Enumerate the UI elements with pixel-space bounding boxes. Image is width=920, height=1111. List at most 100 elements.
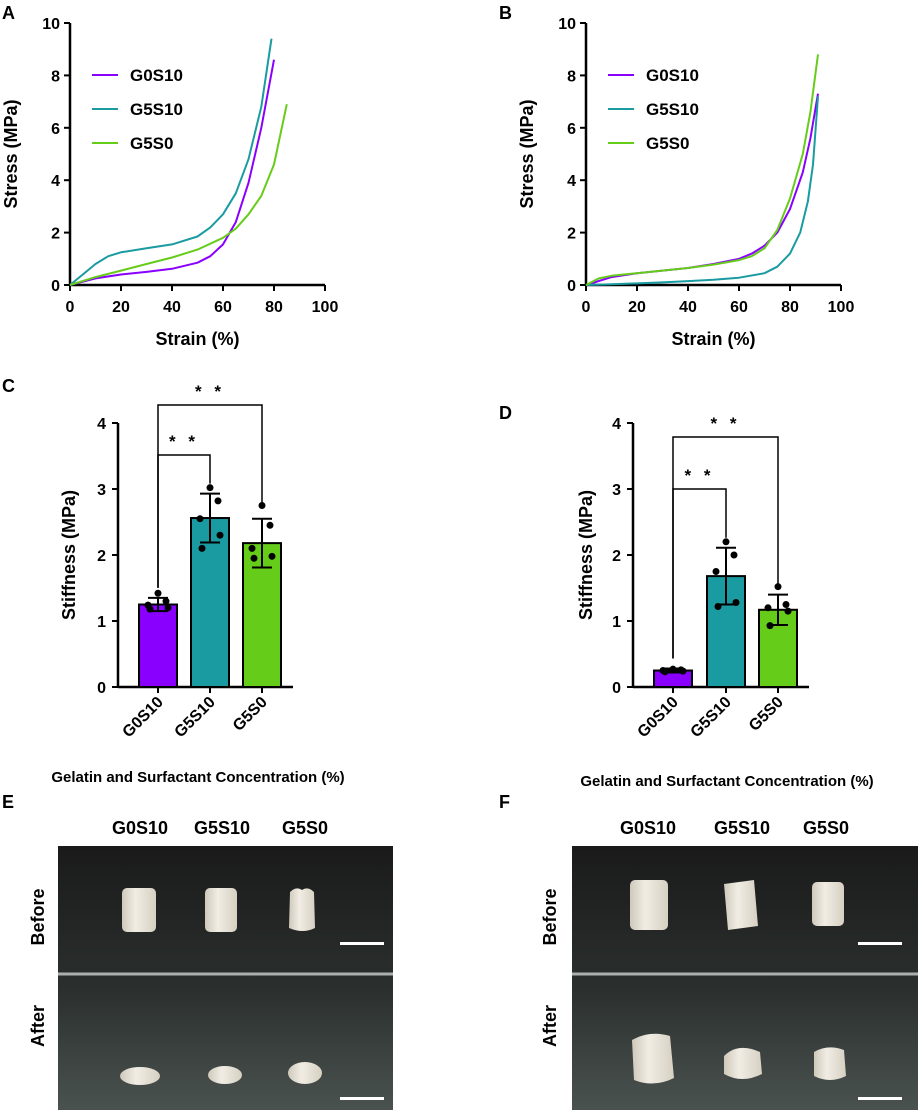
panel-label-f: F <box>499 792 510 812</box>
data-point-g5s10 <box>196 515 204 523</box>
y-tick-label: 0 <box>97 680 106 697</box>
y-tick-label: 3 <box>97 482 106 499</box>
legend-label-g0s10: G0S10 <box>130 66 183 85</box>
x-tick-label: G0S10 <box>635 694 682 741</box>
data-point-g5s0 <box>248 544 256 552</box>
scale-bar-e-before <box>340 942 384 945</box>
data-point-g5s0 <box>784 607 792 615</box>
y-tick-label: 10 <box>42 16 60 33</box>
data-point-g0s10 <box>661 668 669 676</box>
x-tick-label: 60 <box>730 299 748 316</box>
photo-e-col-g5s10: G5S10 <box>194 818 250 838</box>
panel-label-e: E <box>2 792 14 812</box>
y-tick-label: 8 <box>567 68 576 85</box>
photo-panel-f: G0S10 G5S10 G5S0 Before After <box>540 818 918 1110</box>
photo-f-row-after: After <box>540 1005 560 1047</box>
data-point-g0s10 <box>679 667 687 675</box>
data-point-g5s0 <box>782 601 790 608</box>
y-tick-label: 2 <box>51 226 60 243</box>
series-line-g5s0 <box>69 103 288 286</box>
y-tick-label: 2 <box>567 226 576 243</box>
data-point-g0s10 <box>669 665 677 673</box>
significance-bracket <box>672 436 779 659</box>
data-point-g5s10 <box>712 568 720 575</box>
x-tick-label: 0 <box>66 299 75 316</box>
y-tick-label: 1 <box>612 614 621 631</box>
sample-before-g0s10 <box>630 880 668 930</box>
data-point-g5s10 <box>198 544 206 552</box>
significance-label: * * <box>195 382 225 401</box>
panel-label-c: C <box>2 376 15 396</box>
sample-before-g5s0 <box>289 888 315 931</box>
legend-label-g5s10: G5S10 <box>130 100 183 119</box>
photo-panel-e: G0S10 G5S10 G5S0 Before After <box>28 818 393 1110</box>
x-tick-label: 40 <box>679 299 697 316</box>
legend-label-g5s0: G5S0 <box>646 134 689 153</box>
sample-after-g5s0 <box>814 1047 846 1080</box>
bar-g5s10 <box>190 517 230 688</box>
bar-g0s10 <box>138 603 178 688</box>
y-axis-label: Stress (MPa) <box>517 99 537 208</box>
y-axis-label: Stiffness (MPa) <box>576 490 596 620</box>
y-tick-label: 4 <box>567 173 576 190</box>
data-point-g5s0 <box>268 552 276 560</box>
chart-a-stress-strain: 0 20 40 60 80 100 0 2 4 6 8 10 Strain (%) Stress (MPa… <box>1 16 338 349</box>
x-axis-label: Strain (%) <box>155 329 239 349</box>
x-tick-label: G5S10 <box>172 694 219 741</box>
series-line-g0s10 <box>585 93 819 286</box>
data-point-g5s0 <box>266 521 274 529</box>
significance-label: * * <box>685 466 715 485</box>
y-axis-label: Stress (MPa) <box>1 99 21 208</box>
data-point-g5s10 <box>730 551 738 559</box>
legend-label-g0s10: G0S10 <box>646 66 699 85</box>
sample-after-g5s10 <box>724 1047 762 1079</box>
x-tick-label: G0S10 <box>120 694 167 741</box>
data-point-g5s10 <box>732 599 740 607</box>
significance-label: * * <box>169 432 199 451</box>
x-tick-label: 20 <box>628 299 646 316</box>
y-axis-label: Stiffness (MPa) <box>59 490 79 620</box>
x-tick-label: 80 <box>265 299 283 316</box>
x-tick-label: 0 <box>582 299 591 316</box>
significance-label: * * <box>711 414 741 433</box>
x-tick-label: G5S10 <box>688 694 735 741</box>
data-point-g5s0 <box>766 622 774 630</box>
data-point-g5s10 <box>714 602 722 610</box>
sample-before-g0s10 <box>122 888 156 932</box>
legend-label-g5s10: G5S10 <box>646 100 699 119</box>
series-line-g0s10 <box>69 59 275 286</box>
data-point-g5s10 <box>206 484 214 492</box>
photo-f-row-before: Before <box>540 888 560 945</box>
y-tick-label: 4 <box>51 173 60 190</box>
scale-bar-f-before <box>858 942 902 945</box>
y-tick-label: 1 <box>97 614 106 631</box>
y-tick-label: 4 <box>97 416 106 433</box>
chart-d-stiffness-bars: 0 1 2 3 4 Stiffness (MPa) Gelatin and Surfacta… <box>576 414 874 790</box>
scale-bar-f-after <box>858 1097 902 1100</box>
x-axis-label: Gelatin and Surfactant Concentration (%) <box>580 773 873 790</box>
x-tick-label: 20 <box>112 299 130 316</box>
x-tick-label: 80 <box>781 299 799 316</box>
photo-e-row-after: After <box>28 1005 48 1047</box>
series-line-g5s0 <box>585 54 819 286</box>
series-line-g5s10 <box>69 38 273 286</box>
x-tick-label: 100 <box>312 299 339 316</box>
photo-f-col-g5s10: G5S10 <box>714 818 770 838</box>
panel-label-a: A <box>2 3 15 23</box>
photo-e-col-g5s0: G5S0 <box>282 818 328 838</box>
y-tick-label: 0 <box>612 680 621 697</box>
y-tick-label: 10 <box>558 16 576 33</box>
sample-before-g5s10 <box>205 888 237 932</box>
y-tick-label: 8 <box>51 68 60 85</box>
sample-after-g5s10 <box>208 1066 242 1084</box>
data-point-g5s10 <box>722 538 730 546</box>
x-axis-label: Strain (%) <box>671 329 755 349</box>
y-tick-label: 6 <box>51 121 60 138</box>
sample-before-g5s0 <box>812 882 844 926</box>
significance-bracket <box>157 404 263 588</box>
x-tick-label: G5S0 <box>746 694 787 735</box>
photo-f-col-g0s10: G0S10 <box>620 818 676 838</box>
y-tick-label: 6 <box>567 121 576 138</box>
y-tick-label: 2 <box>97 548 106 565</box>
